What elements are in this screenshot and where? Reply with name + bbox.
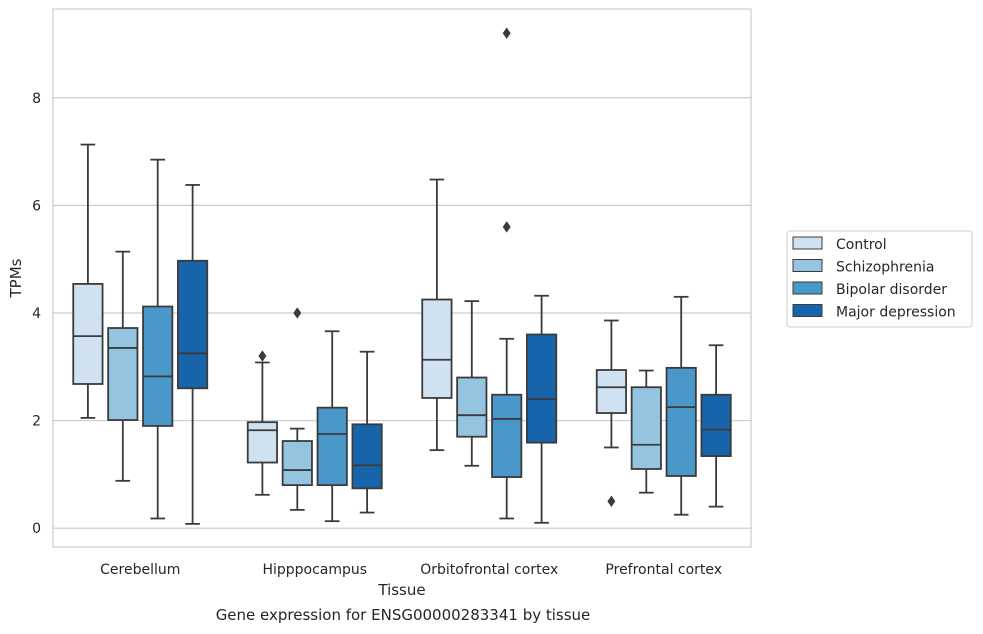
x-tick-label: Prefrontal cortex (605, 562, 722, 578)
figure-caption: Gene expression for ENSG00000283341 by t… (215, 606, 591, 624)
plot-frame (52, 8, 752, 548)
box-group (456, 300, 488, 467)
box-group (526, 294, 558, 524)
legend-swatch (792, 304, 823, 317)
box-group (595, 319, 627, 507)
x-axis-title: Tissue (377, 581, 425, 599)
x-tick-label: Hipppocampus (262, 562, 367, 578)
box (700, 393, 732, 457)
box (246, 421, 278, 464)
y-tick-label: 0 (32, 521, 41, 537)
legend-label: Control (836, 237, 887, 253)
box-group (142, 158, 174, 520)
box (281, 440, 313, 487)
y-tick-label: 4 (32, 306, 41, 322)
box-group (351, 350, 383, 514)
box (595, 369, 627, 414)
box-group (700, 344, 732, 508)
box (177, 259, 209, 390)
box-group (491, 27, 523, 520)
legend-swatch (792, 259, 823, 272)
outlier-point (607, 495, 616, 507)
x-tick-label: Cerebellum (100, 562, 180, 578)
outlier-point (258, 350, 267, 362)
box (526, 333, 558, 444)
x-axis-ticks: Cerebellum Hipppocampus Orbitofrontal cort… (100, 562, 722, 578)
box (421, 298, 453, 399)
legend: Control Schizophrenia Bipolar disorder Majo… (786, 230, 973, 328)
legend-label: Schizophrenia (836, 260, 934, 276)
box (316, 406, 348, 487)
box-group (630, 369, 662, 494)
box (491, 393, 523, 478)
box-group (72, 143, 104, 419)
legend-swatch (792, 236, 823, 250)
box-group (107, 250, 139, 482)
box (142, 305, 174, 427)
legend-label: Bipolar disorder (836, 282, 947, 298)
box-group (665, 295, 697, 516)
box (630, 386, 662, 470)
box (456, 376, 488, 438)
legend-swatch (792, 281, 823, 295)
legend-frame (786, 230, 973, 328)
y-axis-title: TPMs (7, 258, 25, 298)
box-group (246, 350, 278, 496)
box-plot-area (72, 27, 732, 525)
outlier-point (502, 27, 511, 39)
outlier-point (293, 307, 302, 319)
box (72, 283, 104, 385)
box-group (421, 178, 453, 452)
x-tick-label: Orbitofrontal cortex (420, 562, 558, 578)
box (665, 366, 697, 477)
y-tick-label: 2 (32, 414, 41, 430)
outlier-point (502, 221, 511, 233)
box-group (316, 330, 348, 523)
box (107, 327, 139, 421)
y-axis-ticks: 0 2 4 6 8 (32, 91, 41, 537)
box (351, 423, 383, 490)
legend-label: Major depression (836, 305, 956, 321)
box-group (177, 184, 209, 525)
y-tick-label: 6 (32, 198, 41, 214)
box-group (281, 307, 313, 511)
y-tick-label: 8 (32, 91, 41, 107)
